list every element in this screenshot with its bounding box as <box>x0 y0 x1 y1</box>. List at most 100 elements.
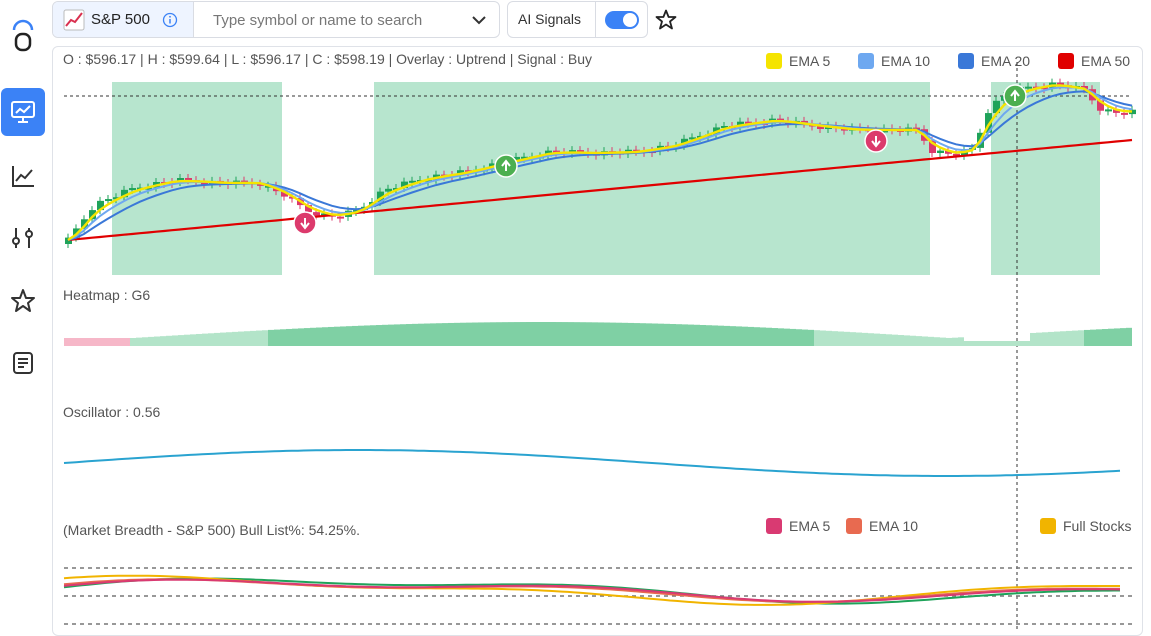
heatmap-bar <box>580 322 586 346</box>
heatmap-bar <box>592 322 598 346</box>
legend-ema5[interactable]: EMA 5 <box>766 53 830 69</box>
heatmap-bar <box>424 323 430 346</box>
heatmap-bar <box>136 337 142 346</box>
heatmap-bar <box>700 324 706 346</box>
heatmap-bar <box>100 338 106 346</box>
sidebar-item-filters[interactable] <box>1 214 45 262</box>
heatmap-bar <box>904 335 910 346</box>
legend-breadth-ema10[interactable]: EMA 10 <box>846 518 918 534</box>
heatmap-bar <box>352 325 358 346</box>
legend-breadth-ema5[interactable]: EMA 5 <box>766 518 830 534</box>
heatmap-bar <box>370 325 376 346</box>
heatmap-bar <box>220 332 226 346</box>
heatmap-bar <box>886 334 892 346</box>
heatmap-bar <box>1066 330 1072 346</box>
heatmap-bar <box>628 322 634 346</box>
heatmap-bar <box>304 328 310 346</box>
heatmap-bar <box>148 336 154 346</box>
heatmap-bar <box>994 341 1000 346</box>
heatmap-bar <box>676 324 682 346</box>
heatmap-bar <box>694 324 700 346</box>
heatmap-bar <box>988 341 994 346</box>
heatmap-label: Heatmap : G6 <box>63 287 151 303</box>
candle-body <box>521 156 528 159</box>
heatmap-bar <box>190 334 196 346</box>
heatmap-bar <box>382 324 388 346</box>
legend-ema10[interactable]: EMA 10 <box>858 53 930 69</box>
favorite-star-icon[interactable] <box>655 9 677 31</box>
heatmap-bar <box>712 325 718 346</box>
heatmap-bar <box>508 322 514 346</box>
heatmap-bar <box>532 322 538 346</box>
heatmap-bar <box>952 337 958 346</box>
heatmap-bar <box>1030 332 1036 346</box>
heatmap-bar <box>1006 341 1012 346</box>
heatmap-bar <box>202 333 208 346</box>
oscillator-label: Oscillator : 0.56 <box>63 404 161 420</box>
app-logo-icon[interactable] <box>8 12 38 52</box>
heatmap-bar <box>448 322 454 346</box>
heatmap-bar <box>946 337 952 346</box>
uptrend-zone <box>374 82 930 275</box>
heatmap-bar <box>874 333 880 346</box>
heatmap-bar <box>550 322 556 346</box>
legend-swatch <box>766 518 782 534</box>
legend-swatch <box>766 53 782 69</box>
sidebar-item-chart[interactable] <box>1 88 45 136</box>
ai-signals-toggle[interactable] <box>605 11 639 29</box>
ai-signals-label: AI Signals <box>518 11 582 27</box>
symbol-search-box[interactable]: S&P 500 Type symbol or name to search <box>52 1 500 38</box>
candle-body <box>1129 109 1136 115</box>
candle-body <box>113 197 120 200</box>
candle-body <box>937 150 944 153</box>
candle-body <box>377 191 384 202</box>
heatmap-bar <box>316 327 322 346</box>
candle-body <box>337 216 344 219</box>
heatmap-bar <box>976 341 982 346</box>
heatmap-bar <box>94 338 100 346</box>
info-icon[interactable] <box>162 12 178 28</box>
sidebar-item-reports[interactable] <box>1 339 45 387</box>
candle-body <box>689 137 696 140</box>
heatmap-bar <box>964 341 970 346</box>
heatmap-bar <box>784 328 790 346</box>
legend-full-stocks[interactable]: Full Stocks <box>1040 518 1131 534</box>
heatmap-bar <box>292 328 298 346</box>
heatmap-bar <box>436 323 442 346</box>
candle-body <box>281 191 288 197</box>
heatmap-bar <box>472 322 478 346</box>
heatmap-bar <box>958 337 964 346</box>
heatmap-bar <box>106 338 112 346</box>
candle-body <box>993 100 1000 114</box>
heatmap-bar <box>208 333 214 346</box>
legend-label: EMA 5 <box>789 518 831 534</box>
legend-ema20[interactable]: EMA 20 <box>958 53 1030 69</box>
search-input[interactable]: Type symbol or name to search <box>213 12 423 29</box>
candle-body <box>817 126 824 129</box>
heatmap-bar <box>1084 329 1090 346</box>
heatmap-bar <box>670 324 676 346</box>
toggle-knob <box>623 13 637 27</box>
heatmap-bar <box>130 338 136 346</box>
heatmap-bar <box>70 338 76 346</box>
sidebar <box>0 0 46 631</box>
heatmap-bar <box>484 322 490 346</box>
heatmap-bar <box>736 326 742 346</box>
heatmap-bar <box>910 335 916 346</box>
heatmap-bar <box>1096 329 1102 346</box>
candle-body <box>81 219 88 229</box>
sidebar-item-watchlist[interactable] <box>1 277 45 325</box>
chevron-down-icon[interactable] <box>471 15 487 25</box>
heatmap-bar <box>1054 331 1060 346</box>
heatmap-bar <box>634 323 640 346</box>
heatmap-bar <box>298 328 304 346</box>
sidebar-item-trend[interactable] <box>1 152 45 200</box>
heatmap-bar <box>358 325 364 346</box>
symbol-tag[interactable]: S&P 500 <box>53 2 194 37</box>
heatmap-bar <box>184 334 190 346</box>
heatmap-bar <box>778 328 784 346</box>
heatmap-bar <box>820 330 826 346</box>
heatmap-bar <box>934 337 940 346</box>
legend-ema50[interactable]: EMA 50 <box>1058 53 1130 69</box>
